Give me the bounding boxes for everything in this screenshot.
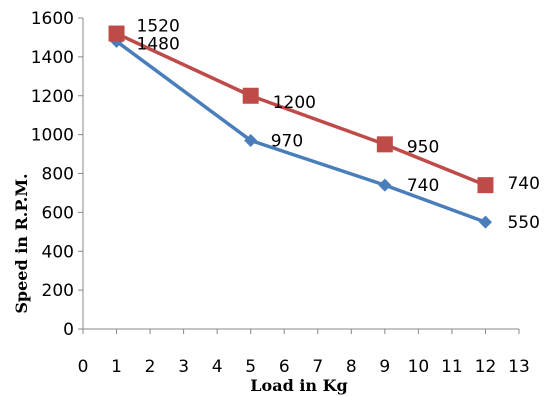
- series-0-point: [478, 215, 492, 229]
- y-tick-label: 1600: [31, 9, 74, 29]
- x-tick-label: 2: [145, 357, 156, 377]
- y-axis-title: Speed in R.P.M.: [12, 173, 31, 313]
- x-axis-title: Load in Kg: [250, 376, 347, 395]
- data-label: 1480: [137, 34, 180, 54]
- data-label: 740: [507, 174, 539, 194]
- series-layer: [108, 25, 494, 229]
- series-1-point: [477, 177, 494, 194]
- data-labels: 1480 970 740 550 1520 1200 950 740: [137, 17, 540, 234]
- x-tick-label: 12: [475, 357, 497, 377]
- series-line-1: [115, 31, 487, 187]
- x-tick-label: 7: [312, 357, 323, 377]
- y-tick-label: 600: [42, 203, 74, 223]
- y-tick-label: 0: [63, 320, 74, 340]
- x-tick-label: 10: [408, 357, 430, 377]
- series-1-point: [242, 87, 259, 104]
- x-tick-label: 11: [441, 357, 463, 377]
- y-tick-label: 400: [42, 242, 74, 262]
- x-tick-label: 5: [245, 357, 256, 377]
- x-tick-label: 13: [508, 357, 530, 377]
- y-tick-label: 1200: [31, 87, 74, 107]
- y-tick-label: 200: [42, 281, 74, 301]
- x-tick-label: 6: [279, 357, 290, 377]
- y-tick-label: 1000: [31, 126, 74, 146]
- x-tick-label: 1: [111, 357, 122, 377]
- series-line-0: [115, 39, 487, 224]
- data-label: 970: [271, 131, 303, 151]
- x-tick-label: 9: [379, 357, 390, 377]
- series-0-point: [378, 178, 392, 192]
- x-tick-label: 4: [212, 357, 223, 377]
- series-1-point: [376, 136, 393, 153]
- y-tick-label: 1400: [31, 48, 74, 68]
- x-tick-label: 0: [78, 357, 89, 377]
- data-label: 550: [507, 213, 539, 233]
- x-tick-label: 8: [346, 357, 357, 377]
- series-0-point: [244, 133, 258, 147]
- data-label: 740: [407, 176, 439, 196]
- data-label: 1520: [137, 17, 180, 37]
- x-tick-label: 3: [178, 357, 189, 377]
- y-tick-label: 800: [42, 165, 74, 185]
- series-1-point: [108, 25, 125, 42]
- data-label: 950: [407, 137, 439, 157]
- data-label: 1200: [273, 93, 316, 113]
